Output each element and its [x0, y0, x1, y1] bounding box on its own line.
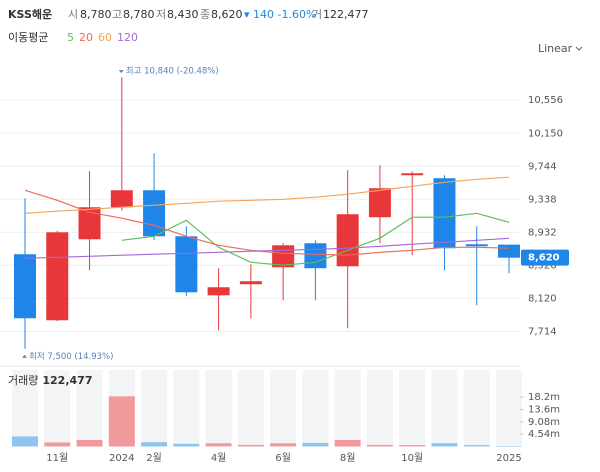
close-value: 8,620 — [211, 8, 243, 21]
legend-entry: 5 — [67, 31, 74, 44]
volume-label: 거 — [312, 8, 322, 21]
volume-title-value: 122,477 — [42, 374, 92, 387]
volume-bar — [141, 442, 168, 447]
scale-menu[interactable]: Linear — [538, 42, 573, 55]
candle-body — [239, 281, 262, 285]
legend-entry: 120 — [117, 31, 138, 44]
low-value: 8,430 — [167, 8, 199, 21]
x-tick-label: 2월 — [146, 452, 162, 464]
candle-body — [14, 254, 36, 319]
y-tick-label: 10,150 — [528, 128, 563, 139]
change: ▾ 140 -1.60% — [244, 8, 316, 21]
y-tick-label: 9.08m — [528, 417, 560, 428]
volume-bar — [76, 439, 103, 447]
legend-entry: 60 — [98, 31, 112, 44]
candle-body — [143, 190, 166, 237]
y-tick-label: 18.2m — [528, 392, 560, 403]
volume-column-bg — [141, 370, 168, 447]
volume-column-bg — [237, 370, 264, 447]
candle-body — [46, 232, 69, 321]
legend-entry: 20 — [79, 31, 93, 44]
volume-column-bg — [44, 370, 71, 447]
last-price-label: 8,620 — [528, 253, 560, 264]
volume-bar — [205, 443, 232, 447]
volume-column-bg — [399, 370, 426, 447]
volume-column-bg — [12, 370, 38, 447]
dropdown-icon[interactable] — [575, 46, 583, 51]
x-tick-label: 10월 — [401, 452, 423, 464]
volume-column-bg — [205, 370, 232, 447]
volume-column-bg — [366, 370, 393, 447]
y-tick-label: 4.54m — [528, 429, 560, 440]
y-tick-label: 9,338 — [528, 194, 557, 205]
volume-bar — [463, 445, 490, 447]
moving-average-line — [121, 212, 510, 266]
candle-body — [175, 236, 198, 293]
volume-bar — [334, 439, 361, 447]
ma-legend-title: 이동평균 — [8, 31, 48, 44]
stock-name: KSS해운 — [8, 7, 52, 21]
volume-column-bg — [496, 370, 522, 447]
moving-average-line — [24, 176, 510, 214]
volume-bar — [108, 396, 135, 447]
min-marker — [22, 354, 27, 358]
candle-body — [336, 214, 359, 267]
volume-column-bg — [431, 370, 458, 447]
volume-column-bg — [76, 370, 103, 447]
candle-body — [401, 173, 424, 176]
y-tick-label: 7,714 — [528, 326, 557, 337]
volume-bar — [399, 445, 426, 447]
volume-column-bg — [270, 370, 297, 447]
volume-bar — [496, 445, 522, 447]
low-label: 저 — [156, 8, 166, 21]
volume-column-bg — [173, 370, 200, 447]
high-label: 고 — [112, 8, 122, 21]
volume-bar — [431, 443, 458, 447]
candle-body — [110, 190, 133, 208]
x-tick-label: 6월 — [275, 452, 291, 464]
y-tick-label: 9,744 — [528, 161, 557, 172]
min-annotation: 최저 7,500 (14.93%) — [29, 351, 113, 362]
open-label: 시 — [68, 8, 78, 21]
y-tick-label: 8,120 — [528, 293, 557, 304]
max-marker — [118, 70, 124, 74]
y-tick-label: 8,932 — [528, 227, 557, 238]
volume-column-bg — [463, 370, 490, 447]
candle-body — [207, 287, 230, 296]
volume-bar — [12, 436, 38, 447]
moving-average-line — [24, 189, 510, 256]
volume-bar — [366, 444, 393, 447]
high-value: 8,780 — [123, 8, 155, 21]
volume-bar — [302, 442, 329, 447]
y-tick-label: 8,526 — [528, 260, 557, 271]
open-value: 8,780 — [80, 8, 112, 21]
x-tick-label: 11월 — [46, 452, 68, 464]
volume-column-bg — [302, 370, 329, 447]
x-tick-label: 4월 — [211, 452, 227, 464]
candle-body — [433, 178, 456, 249]
y-tick-label: 13.6m — [528, 405, 560, 416]
max-annotation: 최고 10,840 (-20.48%) — [126, 66, 219, 77]
volume-bar — [44, 442, 71, 447]
x-tick-label: 2024 — [109, 453, 134, 464]
volume-value: 122,477 — [323, 8, 369, 21]
candle-body — [78, 207, 101, 240]
volume-title: 거래량 — [8, 374, 38, 387]
candle-body — [304, 243, 327, 269]
volume-column-bg — [334, 370, 361, 447]
volume-bar — [270, 443, 297, 447]
volume-bar — [237, 444, 264, 447]
close-label: 종 — [200, 8, 210, 21]
volume-bar — [173, 443, 200, 447]
last-price-tag — [521, 249, 569, 266]
moving-average-line — [24, 237, 510, 259]
x-tick-label: 8월 — [340, 452, 356, 464]
candle-body — [465, 244, 488, 247]
candle-body — [498, 244, 520, 258]
candle-body — [368, 188, 391, 218]
x-tick-label: 2025 — [496, 453, 521, 464]
y-tick-label: 10,556 — [528, 95, 563, 106]
